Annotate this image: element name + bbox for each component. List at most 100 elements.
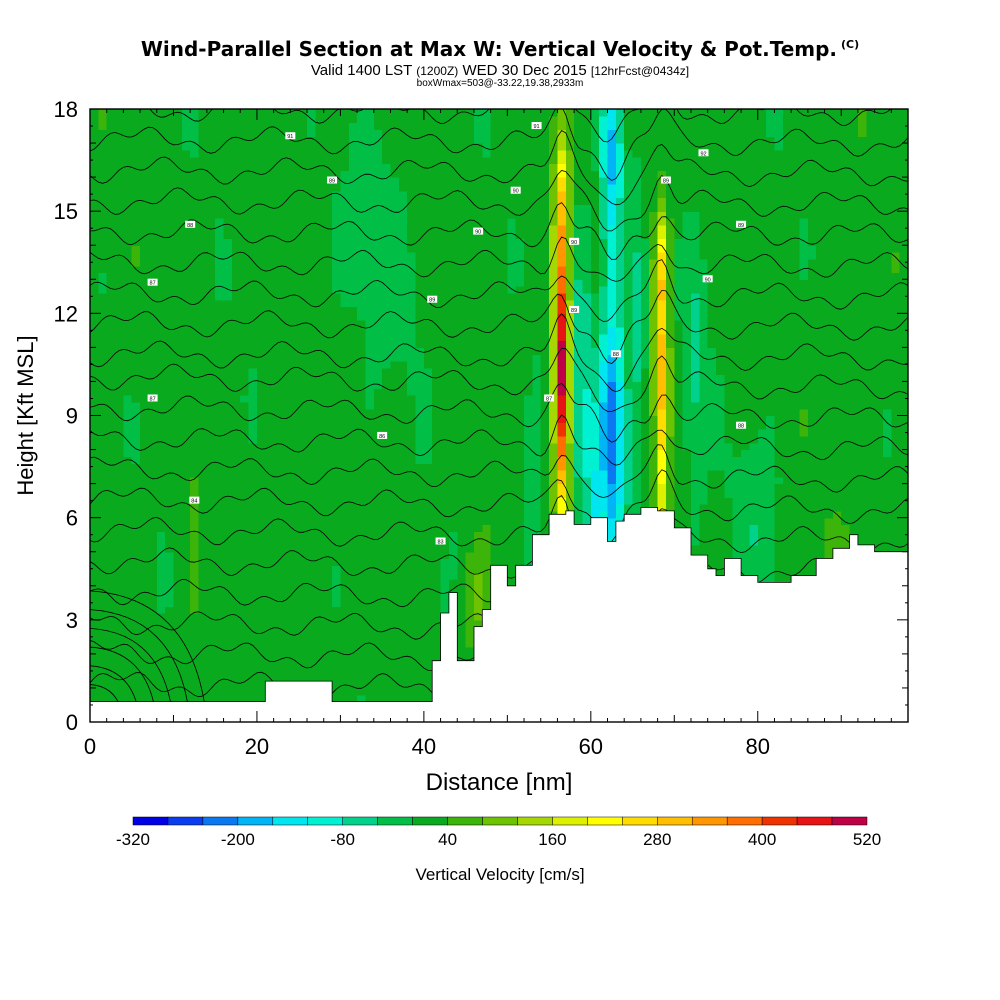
- velocity-cell: [507, 149, 517, 158]
- velocity-cell: [156, 265, 166, 274]
- velocity-cell: [365, 245, 375, 253]
- velocity-cell: [106, 490, 116, 498]
- velocity-cell: [248, 177, 258, 185]
- velocity-cell: [106, 408, 116, 417]
- velocity-cell: [440, 585, 450, 594]
- velocity-cell: [482, 347, 492, 355]
- velocity-cell: [190, 415, 200, 423]
- velocity-cell: [298, 647, 308, 655]
- velocity-cell: [307, 476, 316, 485]
- velocity-cell: [131, 279, 141, 287]
- velocity-cell: [240, 483, 250, 492]
- velocity-cell: [273, 299, 283, 308]
- velocity-cell: [315, 395, 325, 403]
- velocity-cell: [465, 653, 475, 662]
- velocity-cell: [407, 115, 417, 124]
- velocity-cell: [357, 435, 367, 444]
- velocity-cell: [256, 245, 266, 253]
- velocity-cell: [273, 531, 283, 539]
- velocity-cell: [332, 340, 342, 348]
- velocity-cell: [90, 115, 99, 124]
- velocity-cell: [215, 279, 225, 287]
- velocity-cell: [240, 190, 250, 199]
- velocity-cell: [123, 143, 133, 151]
- velocity-cell: [181, 279, 191, 287]
- velocity-cell: [98, 619, 108, 628]
- velocity-cell: [165, 422, 175, 430]
- velocity-cell: [98, 354, 108, 362]
- velocity-cell: [499, 252, 508, 260]
- velocity-cell: [181, 524, 191, 532]
- velocity-cell: [281, 204, 291, 212]
- velocity-cell: [423, 361, 433, 369]
- velocity-cell: [123, 592, 133, 600]
- velocity-cell: [365, 517, 375, 526]
- velocity-cell: [315, 517, 325, 526]
- velocity-cell: [231, 183, 241, 192]
- velocity-cell: [357, 361, 367, 369]
- velocity-cell: [181, 136, 191, 144]
- velocity-cell: [307, 626, 316, 635]
- velocity-cell: [90, 286, 99, 294]
- velocity-cell: [390, 177, 400, 185]
- velocity-cell: [256, 469, 266, 478]
- velocity-cell: [332, 163, 342, 171]
- velocity-cell: [123, 231, 133, 240]
- velocity-cell: [106, 565, 116, 573]
- velocity-cell: [181, 299, 191, 308]
- velocity-cell: [131, 109, 141, 117]
- velocity-cell: [465, 272, 475, 280]
- velocity-cell: [390, 647, 400, 655]
- velocity-cell: [432, 177, 442, 185]
- velocity-cell: [440, 136, 450, 144]
- velocity-cell: [115, 578, 124, 587]
- velocity-cell: [357, 558, 367, 566]
- velocity-cell: [206, 456, 216, 464]
- velocity-cell: [298, 286, 308, 294]
- velocity-cell: [190, 388, 200, 396]
- velocity-cell: [206, 374, 216, 383]
- velocity-cell: [156, 551, 166, 560]
- velocity-cell: [173, 592, 183, 600]
- velocity-cell: [457, 463, 467, 471]
- velocity-cell: [231, 252, 241, 260]
- velocity-cell: [156, 435, 166, 444]
- velocity-cell: [190, 524, 200, 532]
- velocity-cell: [490, 292, 500, 301]
- velocity-cell: [407, 224, 417, 233]
- velocity-cell: [540, 381, 550, 389]
- velocity-cell: [215, 326, 225, 335]
- velocity-cell: [198, 544, 208, 553]
- velocity-cell: [173, 224, 183, 233]
- velocity-cell: [165, 347, 175, 355]
- velocity-cell: [231, 463, 241, 471]
- velocity-cell: [173, 497, 183, 505]
- velocity-cell: [115, 326, 124, 335]
- velocity-cell: [115, 279, 124, 287]
- velocity-cell: [198, 197, 208, 205]
- velocity-cell: [198, 204, 208, 212]
- velocity-cell: [248, 613, 258, 621]
- velocity-cell: [507, 272, 517, 280]
- velocity-cell: [323, 626, 333, 635]
- velocity-cell: [407, 190, 417, 199]
- velocity-cell: [98, 326, 108, 335]
- velocity-cell: [348, 531, 358, 539]
- velocity-cell: [248, 347, 258, 355]
- velocity-cell: [490, 204, 500, 212]
- velocity-cell: [298, 422, 308, 430]
- velocity-cell: [181, 252, 191, 260]
- velocity-cell: [156, 606, 166, 614]
- velocity-cell: [206, 367, 216, 376]
- velocity-cell: [457, 388, 467, 396]
- velocity-cell: [156, 592, 166, 600]
- velocity-cell: [106, 524, 116, 532]
- velocity-cell: [440, 340, 450, 348]
- velocity-cell: [298, 197, 308, 205]
- velocity-cell: [373, 313, 383, 321]
- velocity-cell: [524, 435, 533, 444]
- velocity-cell: [231, 469, 241, 478]
- velocity-cell: [490, 415, 500, 423]
- velocity-cell: [290, 524, 300, 532]
- velocity-cell: [532, 374, 542, 383]
